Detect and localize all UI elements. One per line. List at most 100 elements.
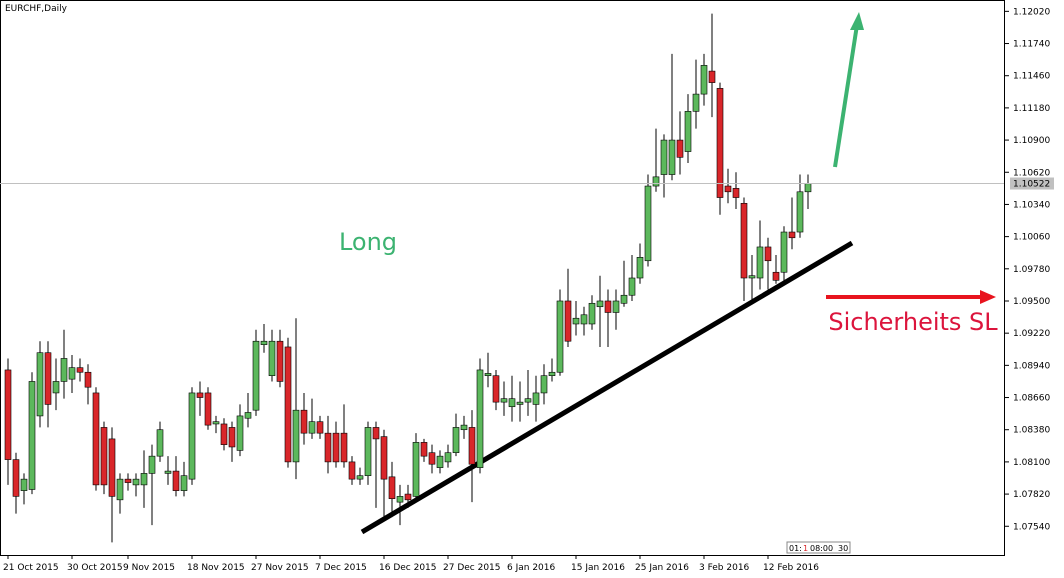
candle-body: [308, 421, 316, 434]
candle-body: [612, 300, 620, 313]
candle-body: [420, 442, 428, 457]
x-tick-label: 27 Nov 2015: [251, 563, 309, 573]
y-tick-label: 1.08380: [1013, 426, 1050, 436]
candle-body: [356, 475, 364, 480]
candle-body: [788, 231, 796, 239]
current-price-box: [1010, 177, 1054, 190]
candle-body: [716, 88, 724, 198]
candle-body: [244, 412, 252, 419]
y-tick-label: 1.10900: [1013, 136, 1050, 146]
candle-body: [588, 302, 596, 325]
x-tick-label: 7 Dec 2015: [315, 563, 367, 573]
candle-body: [140, 473, 148, 486]
candle-body: [396, 496, 404, 503]
y-tick-label: 1.11740: [1013, 40, 1050, 50]
candle-body: [452, 427, 460, 454]
timer-text: 1: [803, 544, 808, 553]
x-tick-label: 3 Feb 2016: [699, 563, 750, 573]
y-tick-label: 1.11460: [1013, 72, 1050, 82]
current-price-label: 1.10522: [1013, 180, 1050, 190]
candle-body: [436, 455, 444, 468]
candle-body: [484, 373, 492, 376]
candle-body: [212, 421, 220, 425]
candle-body: [276, 340, 284, 382]
candle-body: [180, 475, 188, 491]
candle-body: [340, 432, 348, 463]
candle-body: [156, 429, 164, 457]
candle-body: [84, 371, 92, 388]
candle-body: [76, 367, 84, 373]
candle-body: [500, 398, 508, 403]
candle-body: [196, 392, 204, 398]
candle-body: [796, 191, 804, 233]
timer-text: 08:00: [810, 544, 833, 553]
candle-body: [676, 139, 684, 158]
y-tick-label: 1.09500: [1013, 297, 1050, 307]
x-tick-label: 6 Jan 2016: [507, 563, 555, 573]
candle-body: [172, 470, 180, 491]
y-tick-label: 1.10620: [1013, 168, 1050, 178]
candle-body: [564, 300, 572, 342]
x-tick-label: 12 Feb 2016: [763, 563, 819, 573]
x-tick-label: 16 Dec 2015: [379, 563, 437, 573]
candle-body: [620, 294, 628, 304]
candle-body: [228, 427, 236, 448]
candle-body: [508, 398, 516, 408]
arrow: [833, 24, 859, 168]
candle-body: [724, 185, 732, 193]
candle-body: [516, 401, 524, 405]
candle-body: [468, 427, 476, 465]
x-tick-label: 27 Dec 2015: [443, 563, 501, 573]
candle-body: [364, 427, 372, 476]
candle-body: [316, 421, 324, 434]
candle-body: [748, 275, 756, 279]
candle-body: [44, 352, 52, 405]
candle-body: [68, 367, 76, 380]
candle-body: [652, 176, 660, 187]
x-tick-label: 9 Nov 2015: [123, 563, 175, 573]
y-tick-label: 1.12020: [1013, 7, 1050, 17]
candle-body: [644, 185, 652, 262]
candle-body: [100, 427, 108, 486]
candle-body: [204, 392, 212, 426]
timer-text: 30: [838, 544, 848, 553]
candle-body: [660, 139, 668, 175]
annotation: Long: [339, 228, 397, 256]
candle-body: [260, 340, 268, 345]
arrowhead: [850, 12, 864, 30]
candle-body: [708, 70, 716, 83]
candle-body: [732, 188, 740, 198]
candle-body: [124, 478, 132, 483]
candle-body: [372, 427, 380, 440]
candle-body: [668, 139, 676, 175]
x-tick-label: 25 Jan 2016: [635, 563, 689, 573]
arrowhead: [980, 290, 996, 304]
y-tick-label: 1.11180: [1013, 104, 1050, 114]
candle-body: [132, 478, 140, 486]
candle-body: [284, 346, 292, 463]
candle-body: [700, 65, 708, 95]
candle-body: [116, 478, 124, 501]
candle-body: [684, 111, 692, 152]
candle-body: [572, 317, 580, 325]
y-tick-label: 1.08100: [1013, 458, 1050, 468]
candle-body: [580, 314, 588, 325]
y-tick-label: 1.08660: [1013, 394, 1050, 404]
x-tick-label: 15 Jan 2016: [571, 563, 625, 573]
candle-body: [108, 438, 116, 497]
x-tick-label: 18 Nov 2015: [187, 563, 245, 573]
candle-body: [596, 300, 604, 308]
candle-body: [332, 432, 340, 463]
candle-body: [60, 358, 68, 382]
candle-body: [324, 432, 332, 463]
candle-body: [444, 452, 452, 463]
candle-body: [764, 246, 772, 262]
candle-body: [268, 340, 276, 376]
candle-body: [756, 246, 764, 279]
candle-body: [412, 442, 420, 497]
candle-body: [148, 455, 156, 474]
candle-body: [556, 300, 564, 373]
x-tick-label: 30 Oct 2015: [67, 563, 123, 573]
candle-body: [492, 375, 500, 403]
trendline: [360, 240, 854, 535]
